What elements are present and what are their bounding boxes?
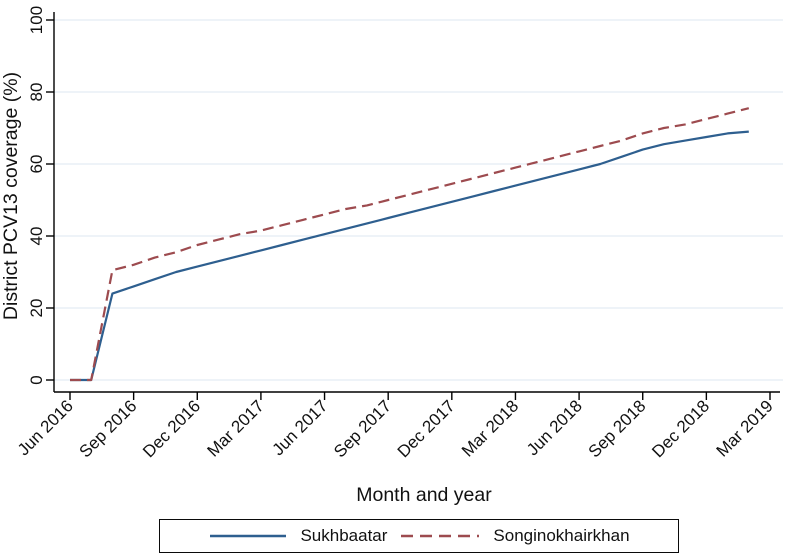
sukhbaatar-line-icon <box>210 534 287 538</box>
y-tick-label-60: 60 <box>27 155 46 174</box>
x-tick-label-6: Dec 2017 <box>394 396 459 461</box>
x-tick-label-11: Mar 2019 <box>713 396 777 460</box>
legend-label-sukhbaatar: Sukhbaatar <box>300 526 388 545</box>
legend-label-songinokhairkhan: Songinokhairkhan <box>493 526 630 545</box>
y-tick-label-80: 80 <box>27 83 46 102</box>
y-tick-label-0: 0 <box>27 375 46 384</box>
x-tick-label-8: Jun 2018 <box>523 396 586 459</box>
y-tick-label-40: 40 <box>27 227 46 246</box>
x-tick-label-5: Sep 2017 <box>330 396 395 461</box>
songinokhairkhan-line-icon <box>401 534 480 538</box>
x-axis-title: Month and year <box>356 484 492 506</box>
legend: Sukhbaatar Songinokhairkhan <box>159 519 679 553</box>
x-tick-label-0: Jun 2016 <box>14 396 77 459</box>
x-tick-label-9: Sep 2018 <box>585 396 650 461</box>
legend-item-sukhbaatar: Sukhbaatar <box>208 526 387 546</box>
y-tick-label-20: 20 <box>27 299 46 318</box>
x-tick-label-7: Mar 2018 <box>458 396 522 460</box>
x-tick-label-10: Dec 2018 <box>648 396 713 461</box>
series-line-songinokhairkhan <box>70 107 750 382</box>
series-line-sukhbaatar <box>70 130 749 382</box>
x-tick-label-2: Dec 2016 <box>139 396 204 461</box>
x-tick-label-1: Sep 2016 <box>76 396 141 461</box>
x-tick-label-4: Jun 2017 <box>268 396 331 459</box>
y-tick-label-100: 100 <box>27 6 46 34</box>
x-tick-label-3: Mar 2017 <box>204 396 268 460</box>
y-axis-title: District PCV13 coverage (%) <box>0 72 22 320</box>
legend-item-songinokhairkhan: Songinokhairkhan <box>399 526 630 546</box>
